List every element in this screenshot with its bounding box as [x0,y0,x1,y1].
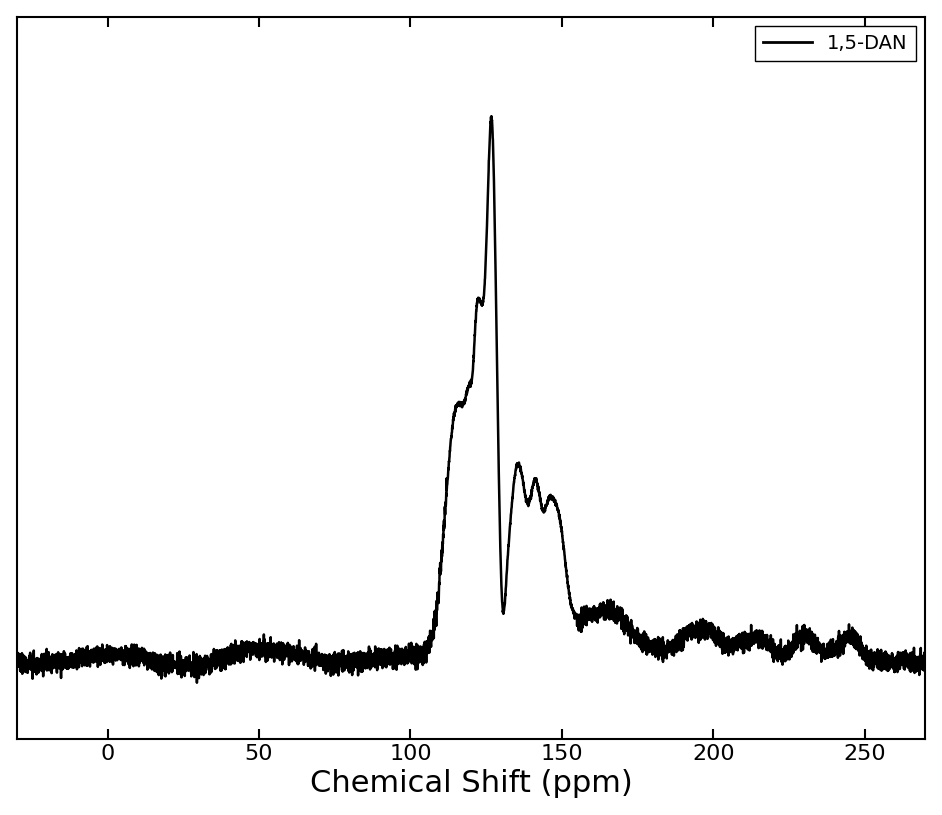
Legend: 1,5-DAN: 1,5-DAN [755,26,916,61]
X-axis label: Chemical Shift (ppm): Chemical Shift (ppm) [310,769,632,799]
